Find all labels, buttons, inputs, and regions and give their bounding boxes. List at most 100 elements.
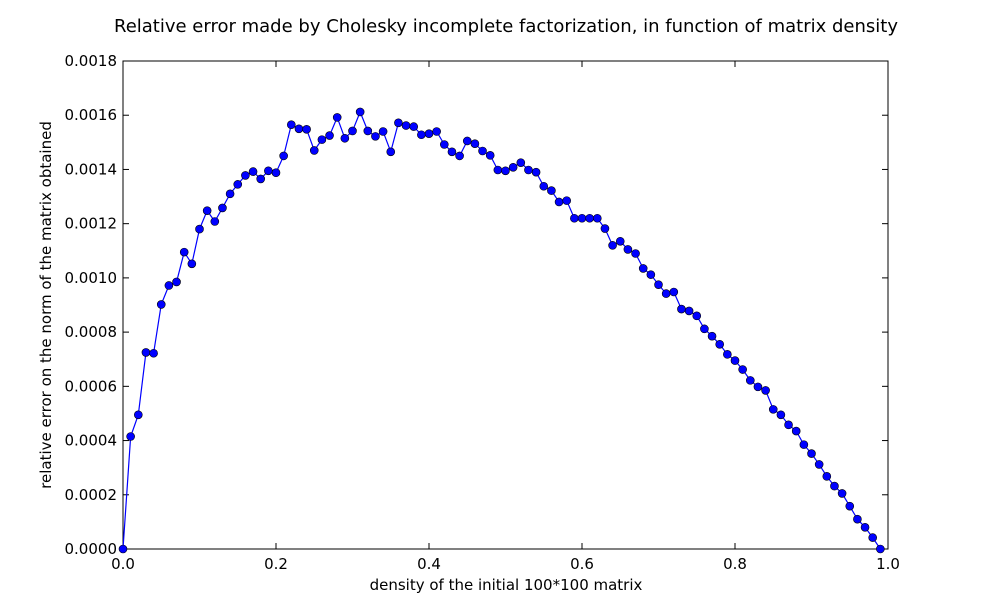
y-axis-label: relative error on the norm of the matrix… [37,121,55,489]
data-point [401,121,411,130]
data-point [134,410,143,420]
data-point [638,264,648,273]
y-tick-label: 0.0000 [65,540,118,558]
y-tick-label: 0.0012 [65,215,118,233]
data-point [684,306,694,316]
data-point [784,420,793,430]
data-point [799,440,809,449]
data-point [470,139,480,148]
data-point [845,501,855,511]
data-point [807,449,816,458]
data-point [592,213,602,223]
data-point [348,126,357,136]
data-point [822,472,832,481]
data-point [432,127,441,136]
data-point [868,533,878,542]
data-point [332,113,342,122]
data-point [302,125,311,134]
data-point [608,241,617,250]
data-point [317,135,327,144]
data-point [417,130,426,140]
data-point [164,281,174,290]
plot-area [122,60,889,550]
data-point [516,158,526,167]
data-point [394,118,403,128]
data-point [707,331,717,341]
data-point [256,174,266,184]
data-point [631,249,640,258]
x-axis-label: density of the initial 100*100 matrix [370,576,643,594]
data-point [233,180,243,189]
y-tick-label: 0.0016 [65,106,118,124]
data-point [791,426,801,436]
data-point [761,386,770,395]
data-point [455,151,464,161]
data-point [615,236,625,246]
data-point [149,348,158,358]
data-point [723,350,732,359]
data-point [355,107,365,117]
data-point [371,132,380,141]
data-point [218,203,227,213]
data-point [279,151,288,161]
data-point [264,166,273,176]
data-point [776,410,786,420]
data-point [126,432,135,441]
data-point [837,489,847,498]
data-point [493,165,503,175]
x-tick-label: 0.8 [723,555,747,573]
x-tick-labels: 0.0 0.2 0.4 0.6 0.8 1.0 [111,555,900,573]
data-point [187,259,197,269]
data-point [669,287,679,297]
data-point [853,514,862,524]
data-point [539,181,549,191]
y-tick-label: 0.0004 [65,432,118,450]
data-point [646,270,656,279]
data-point [241,171,250,180]
data-point [654,280,663,289]
data-point [745,376,755,385]
data-point [378,127,388,136]
data-point [294,124,304,134]
data-point [830,481,839,491]
data-point [860,523,870,532]
x-tick-label: 0.2 [264,555,288,573]
data-point [692,311,702,321]
data-point [271,168,281,177]
data-point [600,224,610,233]
data-point [700,324,709,334]
data-point [179,247,189,257]
data-point [141,348,151,357]
data-point [738,365,747,374]
data-point [202,206,212,215]
data-point [577,213,587,223]
x-tick-label: 1.0 [876,555,900,573]
data-point [554,197,564,207]
data-point [753,382,763,392]
data-point [478,146,487,156]
y-tick-label: 0.0002 [65,486,118,504]
data-point [156,300,166,309]
data-point [172,277,181,287]
data-point [768,405,778,414]
y-tick-label: 0.0010 [65,269,118,287]
data-point [570,213,579,223]
data-point [286,120,296,130]
data-point [623,245,633,254]
data-point [386,147,396,157]
data-point [340,133,350,143]
data-point [531,167,541,177]
data-point [309,146,319,155]
data-point [424,129,434,138]
data-point [225,189,235,199]
data-point [730,356,740,365]
data-point [814,460,824,469]
x-tick-label: 0.0 [111,555,135,573]
series-markers [118,107,885,554]
data-point [524,165,533,175]
y-tick-label: 0.0014 [65,160,118,178]
data-point [715,340,725,349]
data-point [562,196,572,205]
data-point [585,213,594,223]
